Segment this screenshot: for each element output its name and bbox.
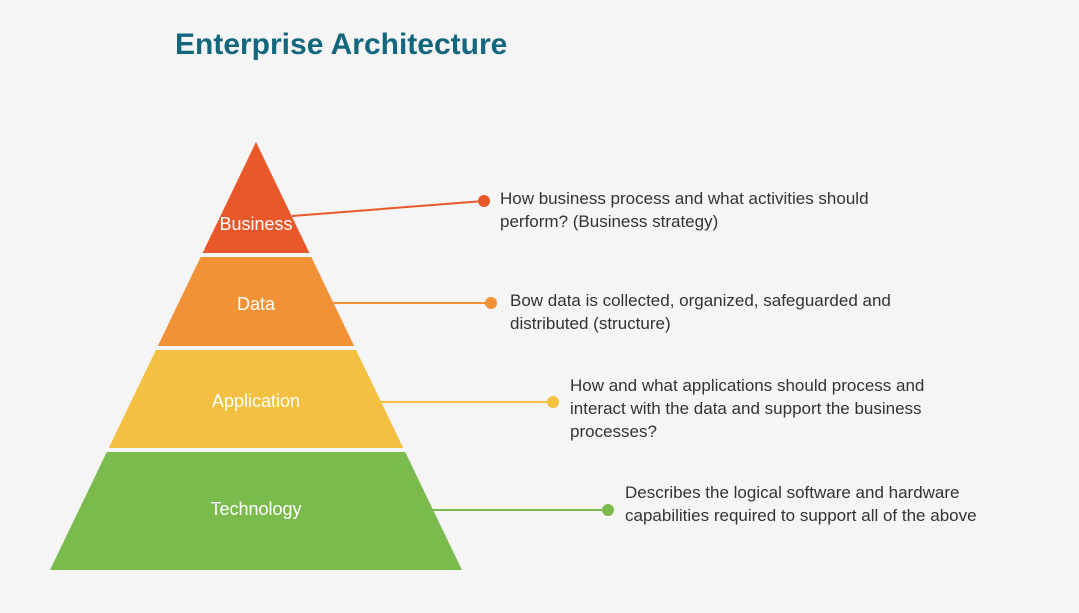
connector-dot-application xyxy=(547,396,559,408)
connector-line-business xyxy=(292,201,484,216)
description-data: Bow data is collected, organized, safegu… xyxy=(510,290,940,336)
pyramid-layer-business xyxy=(203,142,310,253)
diagram-container: Enterprise Architecture BusinessDataAppl… xyxy=(0,0,1079,613)
description-business: How business process and what activities… xyxy=(500,188,940,234)
pyramid-label-application: Application xyxy=(212,391,300,411)
pyramid-label-technology: Technology xyxy=(210,499,301,519)
description-technology: Describes the logical software and hardw… xyxy=(625,482,995,528)
description-application: How and what applications should process… xyxy=(570,375,940,444)
connector-dot-business xyxy=(478,195,490,207)
pyramid-label-business: Business xyxy=(219,214,292,234)
connector-dot-technology xyxy=(602,504,614,516)
connector-dot-data xyxy=(485,297,497,309)
pyramid-label-data: Data xyxy=(237,294,276,314)
